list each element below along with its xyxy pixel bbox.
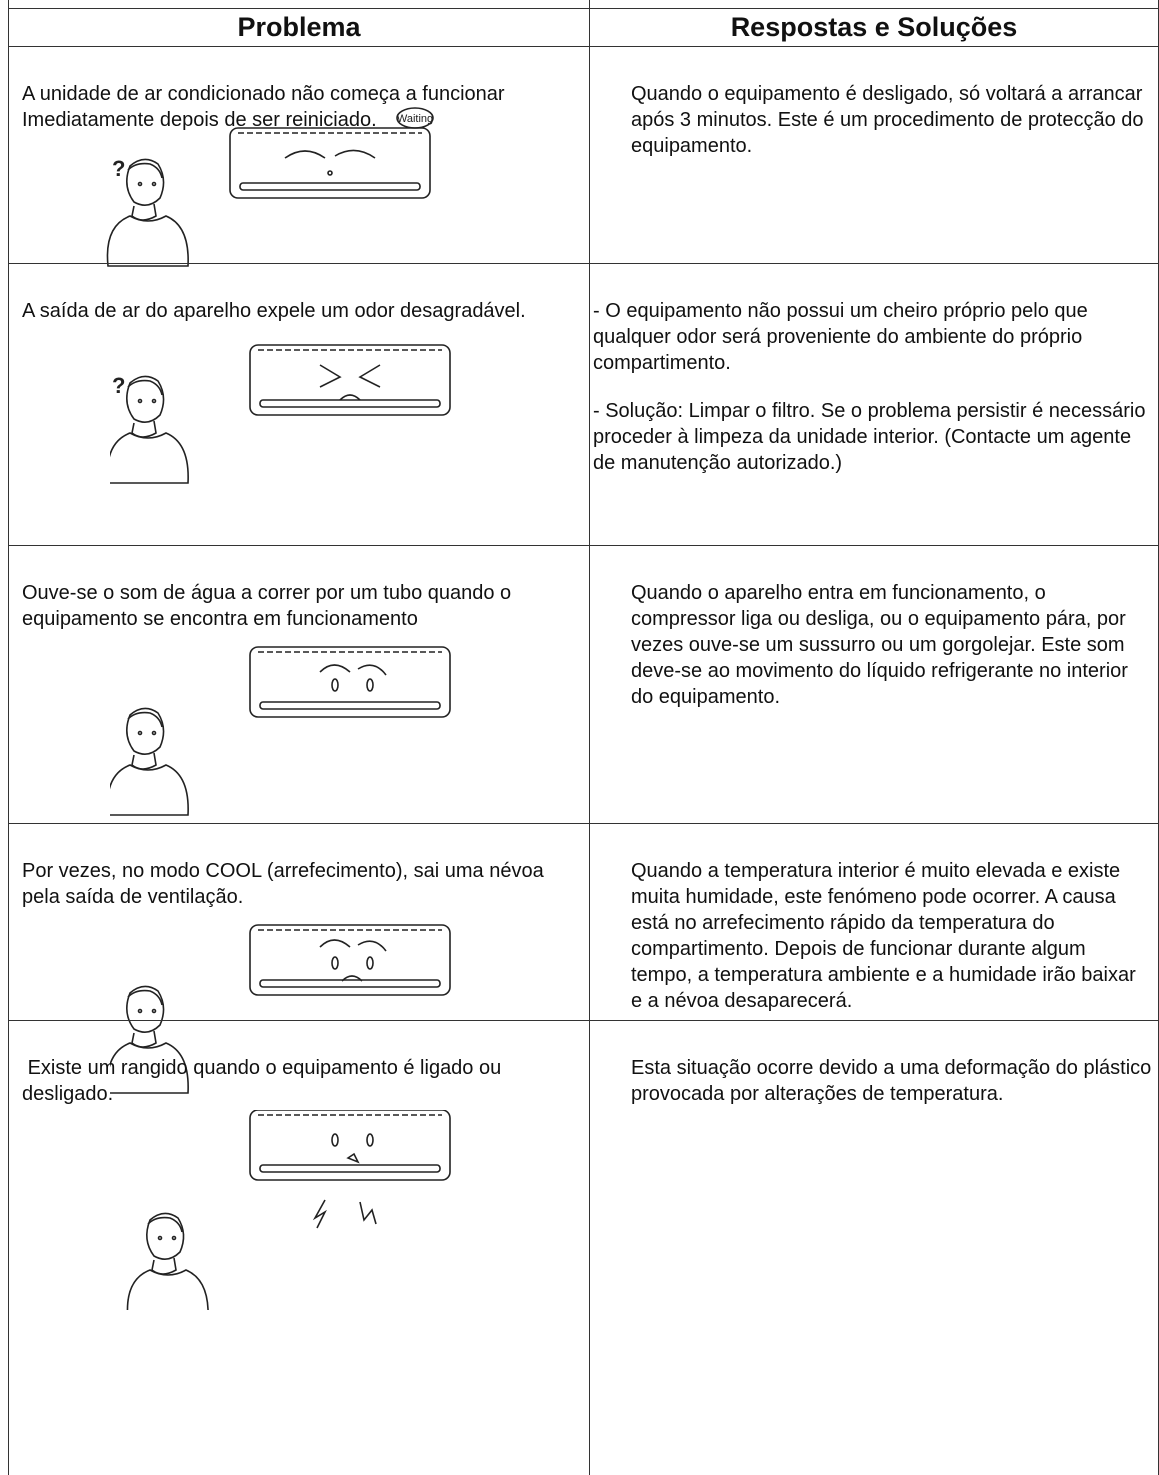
- border: [8, 545, 1159, 546]
- answer: Quando o equipamento é desligado, só vol…: [631, 81, 1152, 181]
- problem-text: A saída de ar do aparelho expele um odor…: [22, 300, 526, 322]
- answer: Quando o aparelho entra em funcionamento…: [631, 580, 1152, 732]
- illustration: ? Waiting: [106, 107, 434, 267]
- problem-text: Ouve-se o som de água a correr por um tu…: [22, 582, 517, 630]
- answer: Quando a temperatura interior é muito el…: [631, 858, 1152, 1036]
- problem-text: Por vezes, no modo COOL (arrefecimento),…: [22, 860, 550, 908]
- illustration: [126, 1110, 451, 1310]
- question-mark: ?: [112, 373, 125, 398]
- problem-text: Existe um rangido quando o equipamento é…: [22, 1057, 507, 1105]
- illustration: ?: [110, 344, 451, 484]
- answer: - O equipamento não possui um cheiro pró…: [593, 298, 1152, 498]
- border: [8, 1020, 1159, 1021]
- border: [8, 0, 9, 1475]
- question-mark: ?: [112, 156, 125, 181]
- illustration: [110, 646, 451, 816]
- border: [589, 0, 590, 1475]
- problem-text: A unidade de ar condicionado não começa …: [22, 83, 511, 131]
- answer-text: - Solução: Limpar o filtro. Se o problem…: [593, 400, 1152, 474]
- bubble-text: Waiting: [397, 113, 433, 125]
- border: [8, 263, 1159, 264]
- answer-text: Esta situação ocorre devido a uma deform…: [631, 1057, 1157, 1105]
- answer-text: Quando o aparelho entra em funcionamento…: [631, 582, 1134, 708]
- border: [8, 46, 1159, 47]
- border: [8, 823, 1159, 824]
- answer-text: - O equipamento não possui um cheiro pró…: [593, 300, 1094, 374]
- answer: Esta situação ocorre devido a uma deform…: [631, 1055, 1152, 1129]
- illustration: [110, 924, 451, 1094]
- header: Problema: [237, 12, 361, 42]
- border: [8, 8, 1159, 9]
- answer-text: Quando a temperatura interior é muito el…: [631, 860, 1142, 1012]
- header: Respostas e Soluções: [730, 12, 1018, 42]
- answer-text: Quando o equipamento é desligado, só vol…: [631, 83, 1150, 157]
